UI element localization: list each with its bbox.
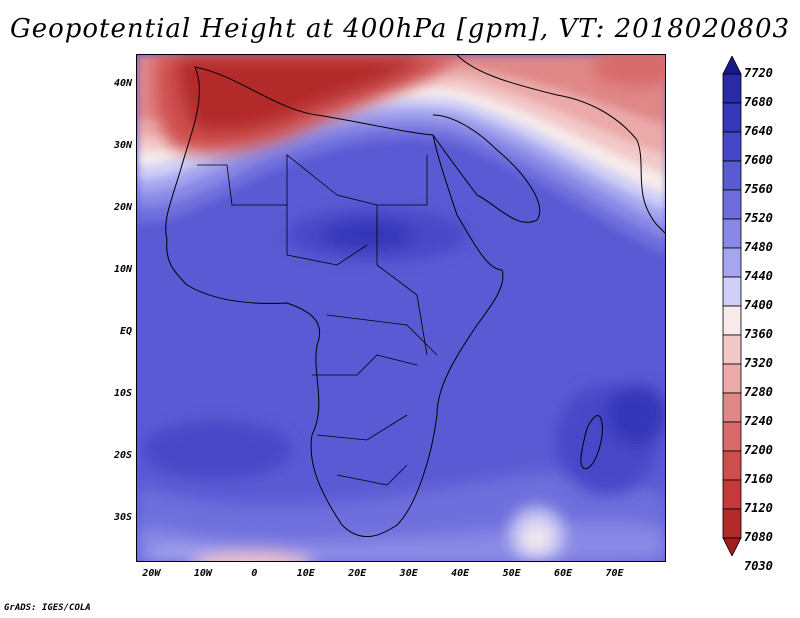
colorbar-label: 7640	[744, 124, 773, 138]
lon-tick-label: 20E	[348, 568, 367, 579]
colorbar-label: 7440	[744, 269, 773, 283]
coastlines	[165, 55, 665, 538]
lon-tick-label: 60E	[554, 568, 573, 579]
lat-tick-label: 20S	[113, 449, 132, 461]
lon-tick-label: 20W	[142, 568, 161, 579]
colorbar-label: 7520	[744, 211, 773, 225]
field-south-bands	[137, 472, 665, 561]
colorbar-label: 7360	[744, 327, 773, 341]
lon-tick-label: 30E	[399, 568, 418, 579]
colorbar-segment	[722, 392, 742, 423]
colorbar-top-arrow	[722, 56, 742, 75]
colorbar-label: 7720	[744, 66, 773, 80]
lon-tick-label: 0	[251, 568, 258, 579]
colorbar-segment	[722, 247, 742, 278]
footer-credit: GrADS: IGES/COLA	[4, 603, 91, 613]
colorbar-label: 7160	[744, 472, 773, 486]
colorbar-label: 7680	[744, 95, 773, 109]
colorbar-label: 7320	[744, 356, 773, 370]
colorbar-label: 7400	[744, 298, 773, 312]
lat-tick-label: 40N	[113, 77, 132, 89]
colorbar-label: 7200	[744, 443, 773, 457]
colorbar-label: 7600	[744, 153, 773, 167]
colorbar-segment	[722, 102, 742, 133]
lon-tick-label: 10W	[193, 568, 212, 579]
colorbar-segment	[722, 73, 742, 104]
lat-tick-label: 20N	[113, 201, 132, 213]
colorbar-segment	[722, 189, 742, 220]
colorbar-segment	[722, 363, 742, 394]
colorbar-segment	[722, 218, 742, 249]
colorbar-label: 7480	[744, 240, 773, 254]
colorbar-label: 7030	[744, 559, 773, 573]
colorbar-segment	[722, 305, 742, 336]
lon-tick-label: 70E	[605, 568, 624, 579]
lon-tick-label: 50E	[502, 568, 521, 579]
colorbar-segment	[722, 450, 742, 481]
colorbar-label: 7560	[744, 182, 773, 196]
lat-tick-label: 30S	[113, 511, 132, 523]
colorbar-segment	[722, 276, 742, 307]
lon-tick-label: 10E	[296, 568, 315, 579]
map-plot-area	[136, 54, 666, 562]
lat-tick-label: 10N	[113, 263, 132, 275]
colorbar-label: 7080	[744, 530, 773, 544]
colorbar-segment	[722, 508, 742, 539]
colorbar-label: 7240	[744, 414, 773, 428]
colorbar-bottom-arrow	[722, 537, 742, 556]
country-borders	[197, 154, 438, 486]
lat-tick-label: 10S	[113, 387, 132, 399]
colorbar-segment	[722, 334, 742, 365]
lat-tick-label: 30N	[113, 139, 132, 151]
colorbar-segment	[722, 421, 742, 452]
map-canvas	[137, 55, 665, 561]
colorbar-segment	[722, 160, 742, 191]
map-title: Geopotential Height at 400hPa [gpm], VT:…	[9, 14, 791, 44]
colorbar-segment	[722, 479, 742, 510]
colorbar	[722, 56, 742, 556]
lat-tick-label: EQ	[119, 325, 132, 337]
colorbar-label: 7280	[744, 385, 773, 399]
colorbar-label: 7120	[744, 501, 773, 515]
colorbar-segment	[722, 131, 742, 162]
lon-tick-label: 40E	[451, 568, 470, 579]
